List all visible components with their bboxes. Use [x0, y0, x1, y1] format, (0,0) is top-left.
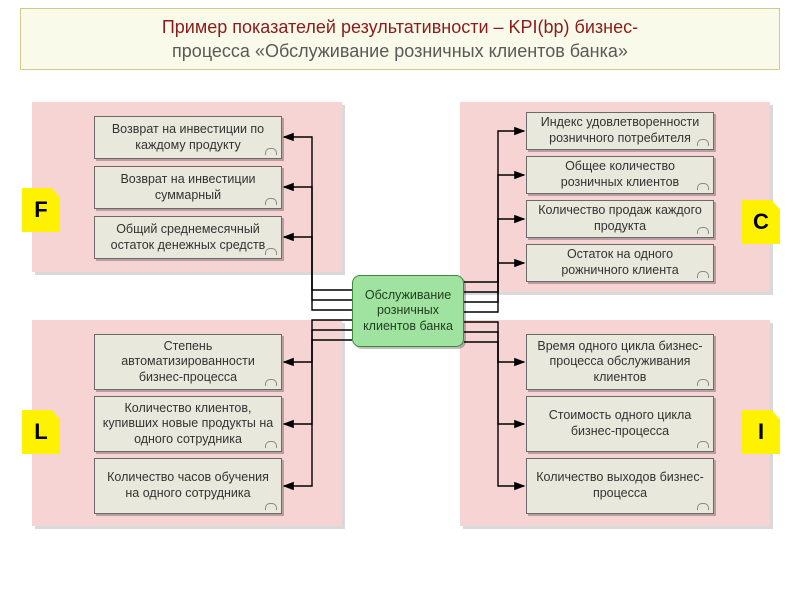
kpi-item-C-1: Общее количество розничных клиентов: [526, 156, 714, 194]
kpi-item-I-2: Количество выходов бизнес-процесса: [526, 458, 714, 514]
tag-I: I: [742, 410, 780, 454]
kpi-item-L-1: Количество клиентов, купивших новые прод…: [94, 396, 282, 452]
kpi-item-I-1: Стоимость одного цикла бизнес-процесса: [526, 396, 714, 452]
kpi-item-L-2: Количество часов обучения на одного сотр…: [94, 458, 282, 514]
kpi-item-C-3: Остаток на одного рожничного клиента: [526, 244, 714, 282]
center-node: Обслуживание розничных клиентов банка: [352, 275, 464, 347]
page-title: Пример показателей результативности – KP…: [20, 8, 780, 70]
kpi-item-I-0: Время одного цикла бизнес-процесса обслу…: [526, 334, 714, 390]
tag-C: C: [742, 200, 780, 244]
tag-L: L: [22, 410, 60, 454]
tag-F: F: [22, 188, 60, 232]
kpi-item-L-0: Степень автоматизированности бизнес-проц…: [94, 334, 282, 390]
title-line-2: процесса «Обслуживание розничных клиенто…: [172, 41, 628, 61]
kpi-item-F-2: Общий среднемесячный остаток денежных ср…: [94, 216, 282, 259]
title-line-1: Пример показателей результативности – KP…: [162, 17, 638, 37]
kpi-item-C-2: Количество продаж каждого продукта: [526, 200, 714, 238]
kpi-item-F-0: Возврат на инвестиции по каждому продукт…: [94, 116, 282, 159]
kpi-item-F-1: Возврат на инвестиции суммарный: [94, 166, 282, 209]
kpi-item-C-0: Индекс удовлетворенности розничного потр…: [526, 112, 714, 150]
